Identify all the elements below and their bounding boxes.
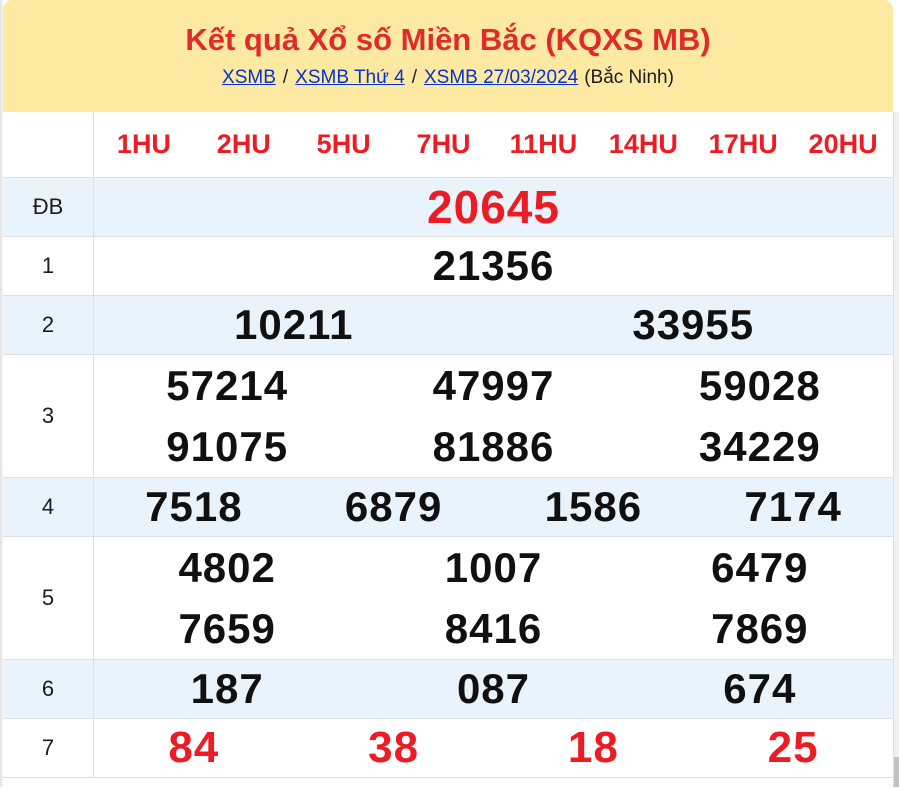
prize-value: 674 <box>723 665 797 712</box>
prize-value: 38 <box>368 723 420 772</box>
breadcrumb-link-xsmb-date[interactable]: XSMB 27/03/2024 <box>423 66 579 88</box>
period-header: 7HU <box>416 129 471 159</box>
breadcrumb-separator: / <box>411 66 417 88</box>
prize-value: 57214 <box>166 361 289 409</box>
breadcrumb-link-xsmb-thu4[interactable]: XSMB Thứ 4 <box>295 66 405 88</box>
prize-row-ĐB: ĐB 20645 <box>3 178 893 237</box>
prize-row-7: 7 84 38 18 25 <box>3 719 893 778</box>
prize-values: 57214 47997 59028 91075 81886 34229 <box>94 355 893 477</box>
prize-value: 59028 <box>698 361 821 409</box>
scrollbar-thumb[interactable] <box>894 757 899 787</box>
prize-value: 84 <box>168 723 220 772</box>
prize-row-6: 6 187 087 674 <box>3 660 893 719</box>
period-header: 17HU <box>708 129 778 159</box>
page-edge-shadow <box>0 0 3 787</box>
prize-values: 7518 6879 1586 7174 <box>94 478 893 536</box>
prize-values: 10211 33955 <box>94 296 893 354</box>
period-header: 2HU <box>216 129 271 159</box>
prize-value: 34229 <box>698 422 821 470</box>
prize-label: 1 <box>3 237 94 295</box>
prize-values: 4802 1007 6479 7659 8416 7869 <box>94 537 893 659</box>
prize-row-4: 4 7518 6879 1586 7174 <box>3 478 893 537</box>
period-header: 11HU <box>509 129 578 159</box>
prize-value: 33955 <box>632 301 755 348</box>
prize-label: 4 <box>3 478 94 536</box>
prize-label: 5 <box>3 537 94 659</box>
prize-value: 7174 <box>744 483 842 530</box>
prize-value: 7869 <box>711 604 809 652</box>
prize-row-3: 3 57214 47997 59028 91075 81886 34229 <box>3 355 893 478</box>
prize-value: 087 <box>456 665 531 712</box>
prize-value: 7659 <box>178 604 276 652</box>
period-header: 20HU <box>808 129 878 159</box>
prize-row-1: 1 21356 <box>3 237 893 296</box>
prize-value: 1586 <box>544 483 643 530</box>
prize-label: 3 <box>3 355 94 477</box>
prize-label: 6 <box>3 660 94 718</box>
prize-row-5: 5 4802 1007 6479 7659 8416 7869 <box>3 537 893 660</box>
prize-value: 91075 <box>166 422 289 470</box>
prize-value: 25 <box>767 723 819 772</box>
prize-row-2: 2 10211 33955 <box>3 296 893 355</box>
breadcrumb-region: (Bắc Ninh) <box>584 66 674 88</box>
prize-label: 2 <box>3 296 94 354</box>
prize-value: 6879 <box>344 483 443 530</box>
prize-value: 8416 <box>444 604 543 652</box>
prize-rows: ĐB 20645 1 21356 2 10211 33955 3 57214 47997 59028… <box>3 178 893 778</box>
prize-value: 4802 <box>178 543 276 591</box>
prize-value: 7518 <box>145 483 243 530</box>
breadcrumb: XSMB / XSMB Thứ 4 / XSMB 27/03/2024 (Bắc Ninh… <box>222 67 674 89</box>
table-header-row: 1HU 2HU 5HU 7HU 11HU 14HU 17HU 20HU <box>3 112 893 178</box>
prize-value: 18 <box>567 723 619 772</box>
prize-value: 6479 <box>711 543 809 591</box>
prize-value: 20645 <box>427 181 560 233</box>
period-headers: 1HU 2HU 5HU 7HU 11HU 14HU 17HU 20HU <box>94 112 893 177</box>
prize-value: 21356 <box>432 242 555 289</box>
results-table: 1HU 2HU 5HU 7HU 11HU 14HU 17HU 20HU ĐB 20… <box>3 112 893 790</box>
table-corner-cell <box>3 112 94 177</box>
period-header: 14HU <box>608 129 678 159</box>
period-header: 1HU <box>116 129 171 159</box>
xsmb-result-page: Kết quả Xổ số Miền Bắc (KQXS MB) XSMB / XS… <box>3 0 893 790</box>
prize-value: 1007 <box>444 543 543 591</box>
prize-value: 81886 <box>432 422 555 470</box>
breadcrumb-link-xsmb[interactable]: XSMB <box>222 66 276 88</box>
prize-value: 187 <box>190 665 264 712</box>
period-header: 5HU <box>316 129 371 159</box>
prize-value: 47997 <box>432 361 555 409</box>
page-title: Kết quả Xổ số Miền Bắc (KQXS MB) <box>185 22 711 58</box>
prize-label: 7 <box>3 719 94 777</box>
scrollbar-track[interactable] <box>893 112 899 787</box>
prize-value: 10211 <box>234 301 354 348</box>
breadcrumb-separator: / <box>282 66 289 88</box>
prize-values: 187 087 674 <box>94 660 893 718</box>
prize-label: ĐB <box>3 178 94 236</box>
prize-values: 84 38 18 25 <box>94 719 893 777</box>
table-bottom-sliver <box>3 778 893 790</box>
prize-values: 21356 <box>94 237 893 295</box>
prize-values: 20645 <box>94 178 893 236</box>
result-header-banner: Kết quả Xổ số Miền Bắc (KQXS MB) XSMB / XS… <box>3 0 893 112</box>
